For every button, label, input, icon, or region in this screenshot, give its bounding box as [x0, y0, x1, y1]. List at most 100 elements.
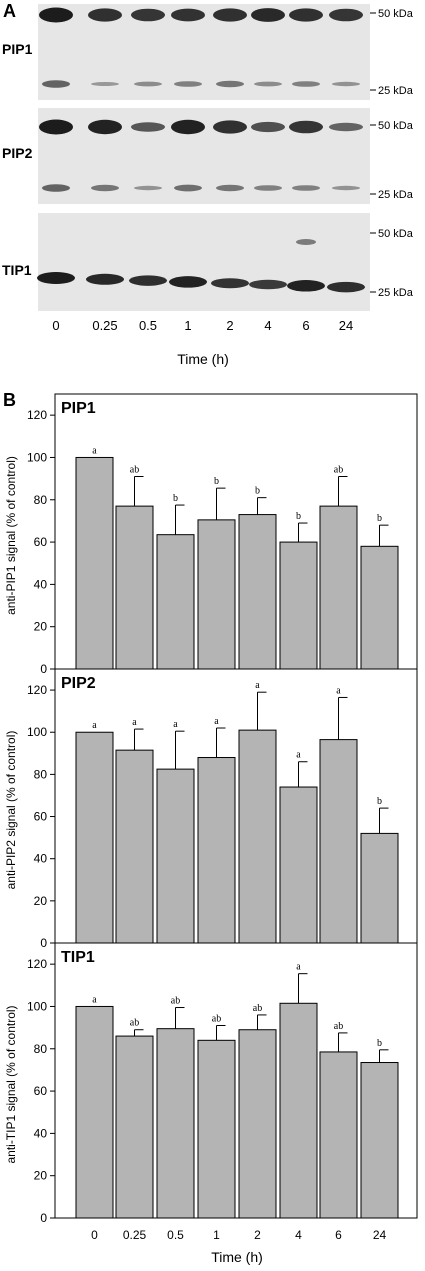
band-25kda — [332, 185, 360, 191]
band-25kda — [216, 80, 244, 88]
band-50kda — [289, 120, 323, 134]
band-28kda — [37, 272, 75, 284]
band-50kda — [329, 122, 363, 132]
significance-label: b — [296, 511, 301, 522]
band-28kda — [287, 280, 325, 292]
significance-label: b — [255, 486, 260, 497]
y-tick-label: 20 — [34, 894, 48, 908]
x-tick-label: 24 — [373, 1228, 387, 1242]
chart-title: PIP2 — [61, 675, 96, 692]
x-tick-label: 4 — [295, 1228, 302, 1242]
lane-label: 1 — [184, 318, 191, 333]
panel-b-xlabel: Time (h) — [211, 1249, 263, 1265]
y-tick-label: 0 — [40, 936, 47, 950]
significance-label: a — [296, 962, 301, 973]
band-25kda — [292, 81, 320, 87]
bar — [319, 739, 358, 944]
y-axis-label: anti-TIP1 signal (% of control) — [4, 1005, 18, 1163]
lane-label: 0 — [52, 318, 59, 333]
x-tick-label: 1 — [213, 1228, 220, 1242]
marker-50-label: 50 kDa — [378, 120, 414, 132]
blot-pip2: PIP2 50 kDa 25 kDa — [2, 108, 414, 204]
band-25kda — [216, 184, 244, 192]
bar — [115, 1035, 154, 1219]
y-tick-label: 40 — [34, 852, 48, 866]
band-25kda — [332, 81, 360, 87]
y-tick-label: 80 — [34, 1042, 48, 1056]
band-50kda — [39, 119, 73, 135]
band-25kda — [254, 185, 282, 191]
marker-25-label: 25 kDa — [378, 287, 414, 299]
x-tick-label: 0.25 — [123, 1228, 147, 1242]
bar — [75, 456, 114, 670]
bar — [156, 768, 195, 944]
bar — [156, 1028, 195, 1219]
bar — [115, 505, 154, 670]
significance-label: ab — [253, 1003, 262, 1014]
significance-label: a — [214, 716, 219, 727]
plot-frame — [54, 942, 418, 1219]
bar — [197, 1039, 236, 1219]
blot-membrane — [38, 108, 370, 204]
bar — [360, 545, 399, 670]
band-50kda — [171, 119, 205, 135]
bar — [197, 519, 236, 670]
y-tick-label: 100 — [27, 999, 47, 1013]
band-28kda — [169, 276, 207, 288]
band-50kda — [251, 121, 285, 133]
significance-label: ab — [212, 1014, 221, 1025]
band-50kda — [329, 8, 363, 22]
panel-a-letter: A — [3, 1, 16, 21]
significance-label: b — [377, 796, 382, 807]
bar — [75, 731, 114, 944]
chart-pip2: PIP2 0 20 40 60 80 100 120 anti-PIP2 signal (% o… — [4, 668, 418, 950]
y-tick-label: 20 — [34, 620, 48, 634]
lane-label: 6 — [302, 318, 309, 333]
bar — [75, 1005, 114, 1219]
lane-labels: 0 0.25 0.5 1 2 4 6 24 — [52, 318, 353, 333]
bar — [279, 786, 318, 944]
band-25kda — [134, 81, 162, 87]
lane-label: 0.25 — [92, 318, 117, 333]
panel-a-xlabel: Time (h) — [177, 351, 229, 367]
band-28kda — [129, 275, 167, 286]
y-tick-label: 0 — [40, 1211, 47, 1225]
blot-tip1: TIP1 50 kDa 25 kDa — [2, 213, 414, 311]
significance-label: ab — [334, 1021, 343, 1032]
band-50kda — [131, 122, 165, 132]
significance-label: a — [296, 750, 301, 761]
significance-label: ab — [171, 996, 180, 1007]
x-tick-label: 2 — [254, 1228, 261, 1242]
y-tick-label: 60 — [34, 810, 48, 824]
significance-label: ab — [334, 465, 343, 476]
blot-label: PIP2 — [2, 145, 33, 161]
significance-label: ab — [130, 1018, 139, 1029]
significance-label: a — [92, 720, 97, 731]
band-28kda — [249, 279, 287, 290]
blot-label: PIP1 — [2, 41, 33, 57]
band-50kda — [289, 8, 323, 22]
chart-title: PIP1 — [61, 400, 96, 417]
blot-pip1: PIP1 50 kDa 25 kDa — [2, 4, 414, 100]
y-tick-label: 60 — [34, 1084, 48, 1098]
band-extra — [296, 239, 316, 245]
band-25kda — [292, 185, 320, 191]
significance-label: a — [92, 994, 97, 1005]
panel-b-letter: B — [3, 390, 16, 410]
bar — [238, 1029, 277, 1219]
significance-label: ab — [130, 465, 139, 476]
western-blots: PIP1 50 kDa 25 kDa PIP2 50 kDa 25 kDa TIP1 50 k… — [2, 4, 414, 311]
bar — [115, 749, 154, 944]
bar — [238, 729, 277, 944]
significance-label: a — [132, 717, 137, 728]
band-50kda — [171, 8, 205, 22]
blot-label: TIP1 — [2, 262, 32, 278]
significance-label: b — [377, 1038, 382, 1049]
y-tick-label: 80 — [34, 767, 48, 781]
y-tick-label: 0 — [40, 662, 47, 676]
significance-label: a — [336, 685, 341, 696]
band-25kda — [42, 80, 70, 88]
lane-label: 0.5 — [139, 318, 157, 333]
